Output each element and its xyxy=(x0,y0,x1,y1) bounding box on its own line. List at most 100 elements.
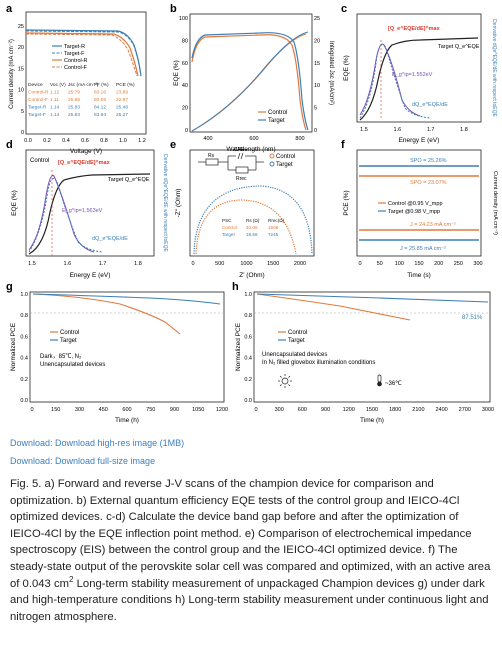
y-tick-label: 25 xyxy=(18,24,24,30)
stab-control-h xyxy=(256,293,411,321)
y-tick-label: 0.6 xyxy=(20,334,28,340)
y-tick-label: 10 xyxy=(18,88,24,94)
download-full-link[interactable]: Download: Download full-size image xyxy=(10,456,156,466)
x-tick-label: 150 xyxy=(51,407,60,413)
figure-caption: Fig. 5. a) Forward and reverse J-V scans… xyxy=(10,476,492,625)
ann-control-d: Control xyxy=(30,158,49,164)
ylabel-b: EQE (%) xyxy=(173,60,180,86)
j-control: J = 24.23 mA cm⁻² xyxy=(410,222,456,228)
x-tick-label: 2000 xyxy=(294,261,306,267)
table-header-cell: PSC xyxy=(222,218,232,223)
xticks-e: 0 500 1000 1500 2000 xyxy=(191,261,306,267)
ann-eg-c: E_g^ip=1.552eV xyxy=(392,72,433,78)
table-cell: 25.48 xyxy=(116,105,128,111)
xticks-g: 0 150 300 450 600 750 900 1050 1200 xyxy=(30,407,228,413)
legend-g-0: Control xyxy=(60,330,79,336)
x-tick-label: 0.0 xyxy=(24,138,32,144)
x-tick-label: 300 xyxy=(75,407,84,413)
xticks-c: 1.5 1.6 1.7 1.8 xyxy=(360,127,468,133)
x-tick-label: 0 xyxy=(30,407,33,413)
xticks-b: 400 600 800 xyxy=(203,136,304,142)
y-tick-label: 100 xyxy=(179,16,188,22)
nyquist-target xyxy=(193,185,313,255)
xticks-h: 0 300 600 900 1200 1500 1800 2100 2400 2700 3000 xyxy=(254,407,494,413)
table-cell: 25.27 xyxy=(116,112,128,118)
jsc-control xyxy=(191,33,307,132)
caption-sup: 2 xyxy=(69,574,74,584)
y-tick-label: 5 xyxy=(314,106,317,112)
y-tick-label: 10 xyxy=(314,83,320,89)
x-tick-label: 100 xyxy=(395,261,404,267)
y-tick-label: 15 xyxy=(314,61,320,67)
legend-e: Control Target xyxy=(269,153,295,168)
y-tick-label: 20 xyxy=(182,106,188,112)
temp-h: ~36℃ xyxy=(385,381,402,387)
figure: a Current density (mA cm⁻²) Voltage (V) … xyxy=(6,3,498,424)
y2ticks-b: 0 5 10 15 20 25 xyxy=(314,16,320,134)
x-tick-label: 1.6 xyxy=(394,127,402,133)
xlabel-e: Z' (Ohm) xyxy=(239,272,264,279)
y-tick-label: 60 xyxy=(182,61,188,67)
x-tick-label: 250 xyxy=(454,261,463,267)
panel-label-g: g xyxy=(6,281,13,293)
axes-a xyxy=(25,11,147,135)
x-tick-label: 900 xyxy=(170,407,179,413)
x-tick-label: 0 xyxy=(254,407,257,413)
legend-a-3: Control-F xyxy=(64,65,88,71)
download-hires-link[interactable]: Download: Download high-res image (1MB) xyxy=(10,438,185,448)
x-tick-label: 1.8 xyxy=(460,127,468,133)
x-tick-label: 1.5 xyxy=(28,261,36,267)
x-tick-label: 600 xyxy=(298,407,307,413)
legend-a-0: Target-R xyxy=(64,44,85,50)
panel-c: c EQE (%) Derivative dQe^EQE/dE with res… xyxy=(341,3,497,144)
ylabel-d: EQE (%) xyxy=(11,190,18,216)
x-tick-label: 1.8 xyxy=(134,261,142,267)
table-header-cell: Jsc (mA cm⁻²) xyxy=(68,82,99,88)
table-cell: Target xyxy=(222,232,235,237)
stab-target-g xyxy=(32,293,221,305)
x-tick-label: 1000 xyxy=(240,261,252,267)
table-cell: 84.12 xyxy=(94,105,106,111)
note2-h: In N₂ filled glovebox illumination condi… xyxy=(262,360,375,366)
panel-d: d EQE (%) Derivative dQe^EQE/dE with res… xyxy=(6,139,168,279)
legend-f-1: Target @0.98 V_mpp xyxy=(388,209,440,215)
y-tick-label: 40 xyxy=(182,83,188,89)
eqe-curve-c xyxy=(359,37,479,121)
table-cell: 23.89 xyxy=(116,90,128,96)
legend-a: Target-R Target-F Control-R Control-F xyxy=(52,44,88,71)
note2-g: Unencapsulated devices xyxy=(40,362,105,368)
x-tick-label: 0.4 xyxy=(62,138,70,144)
stab-target-h xyxy=(256,293,489,303)
table-cell: 80.55 xyxy=(94,97,106,103)
table-cell: 1.14 xyxy=(50,105,60,111)
axes-h xyxy=(253,291,491,403)
legend-b-0: Control xyxy=(268,110,287,116)
caption-text: Fig. 5. a) Forward and reverse J-V scans… xyxy=(10,478,491,590)
legend-h-1: Target xyxy=(288,338,305,344)
x-tick-label: 50 xyxy=(377,261,383,267)
table-cell: 83.16 xyxy=(94,90,106,96)
ylabel-c: EQE (%) xyxy=(343,55,350,81)
x-tick-label: 0 xyxy=(358,261,361,267)
table-header-cell: FF (%) xyxy=(94,82,109,88)
download-links: Download: Download high-res image (1MB) … xyxy=(10,434,184,470)
y-tick-label: 1.0 xyxy=(244,292,252,298)
x-tick-label: 0 xyxy=(191,261,194,267)
x-tick-label: 600 xyxy=(122,407,131,413)
x-tick-label: 500 xyxy=(215,261,224,267)
x-tick-label: 1.6 xyxy=(64,261,72,267)
table-cell: 40.06 xyxy=(246,225,258,230)
spo-control: SPO = 23.07% xyxy=(410,180,447,186)
circuit-diagram xyxy=(198,152,264,174)
legend-f-0: Control @0.95 V_mpp xyxy=(388,201,443,207)
legend-b: Control Target xyxy=(258,110,287,124)
axes-c xyxy=(356,13,482,123)
deriv-curve-c xyxy=(359,43,421,117)
x-tick-label: 1.7 xyxy=(427,127,435,133)
eqe-curve-d xyxy=(28,173,151,255)
table-header-cell: Device xyxy=(28,82,43,88)
y-tick-label: 0 xyxy=(21,130,24,136)
nyquist-control xyxy=(195,199,297,255)
jv-control-r xyxy=(25,32,139,77)
ann-deriv-d: dQ_e^EQE/dE xyxy=(92,236,128,242)
